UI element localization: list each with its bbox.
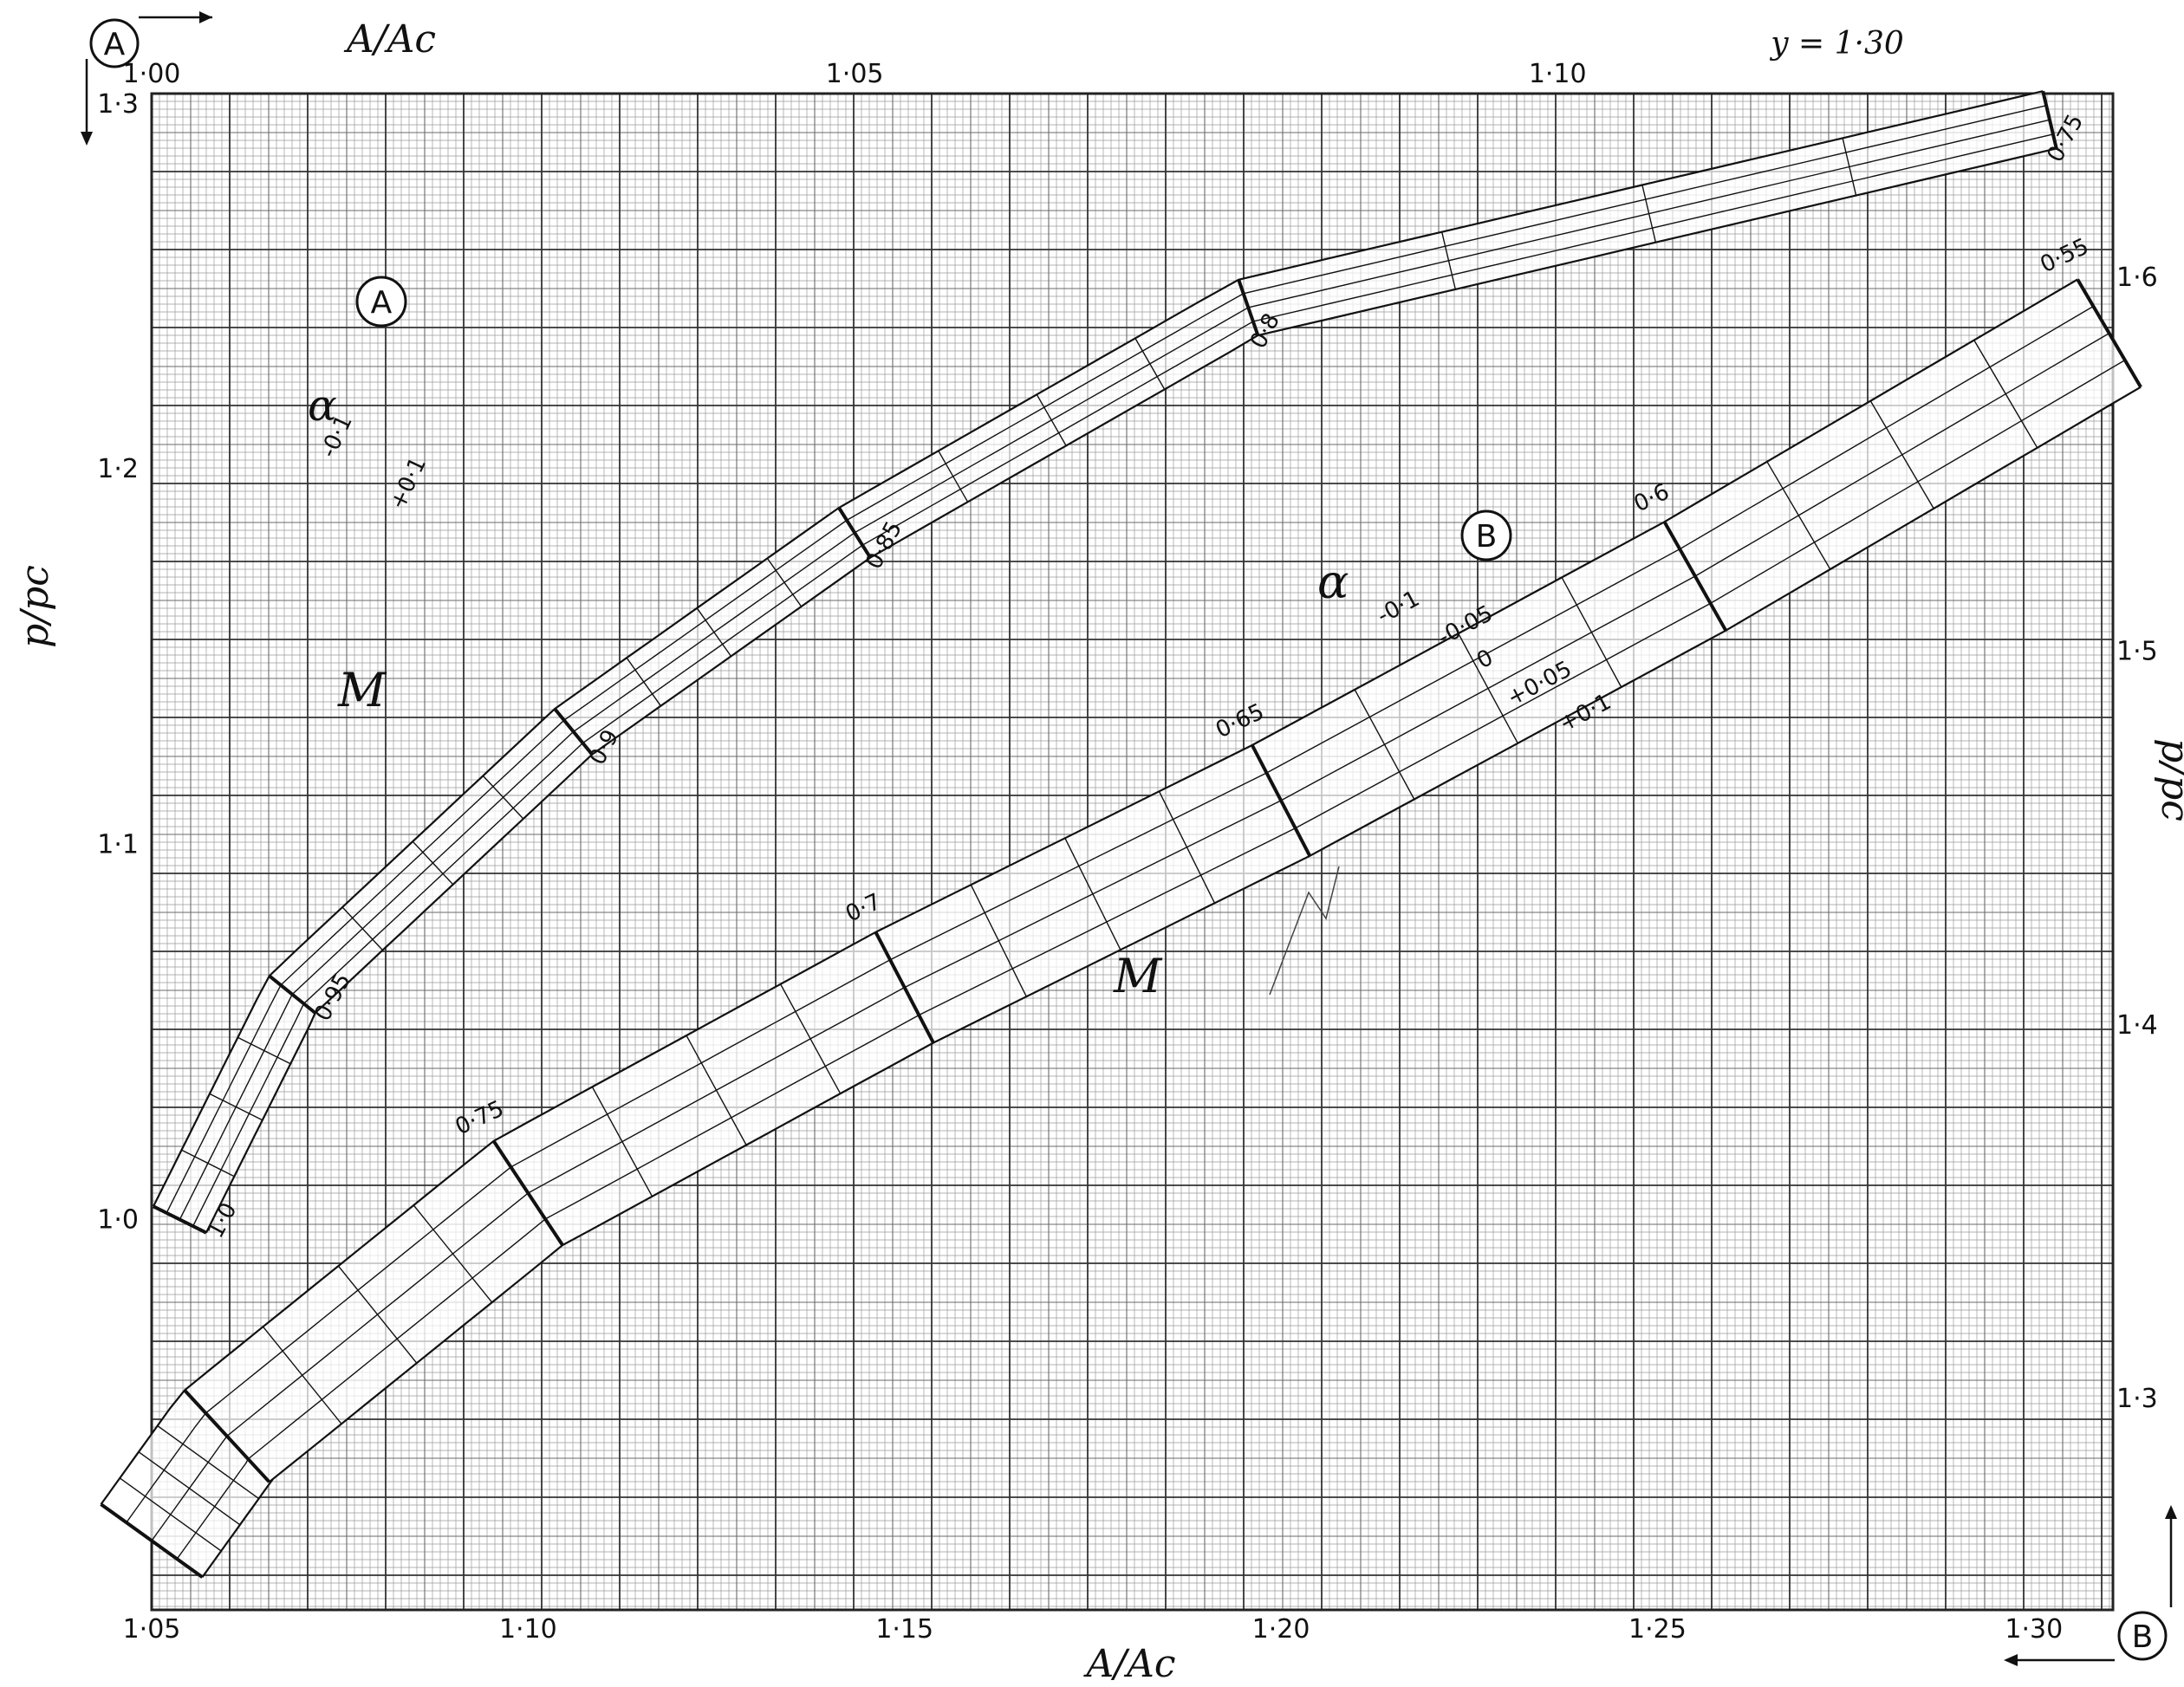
right-tick-label: 1·3 xyxy=(2116,1384,2158,1414)
curve-b-cross-tick xyxy=(591,1087,653,1197)
bottom-tick-label: 1·30 xyxy=(2005,1614,2063,1645)
curve-b-cross-tick xyxy=(138,1451,241,1526)
curve-a-mach-line xyxy=(2041,90,2058,149)
curve-b-mach-line xyxy=(1662,521,1728,632)
gamma-label: y = 1·30 xyxy=(1769,26,1904,62)
left-axis-title: p/pc xyxy=(13,565,57,648)
top-tick-label: 1·10 xyxy=(1529,59,1587,89)
curve-b-cross-tick xyxy=(1766,461,1831,570)
right-axis-title: p/pc xyxy=(2153,738,2184,821)
right-axis-ticks: 1·6 1·5 1·4 1·3 xyxy=(2116,263,2158,1414)
curve-a-cross-tick xyxy=(237,1036,291,1065)
top-tick-label: 1·05 xyxy=(826,59,884,89)
curve-a-mach-line xyxy=(268,974,316,1015)
curve-b-mach-line xyxy=(183,1389,271,1483)
curve-b-marker-circle xyxy=(1460,509,1512,561)
arrowhead-down-icon xyxy=(81,132,93,146)
bottom-tick-label: 1·15 xyxy=(875,1614,933,1645)
curve-a-cross-tick xyxy=(1036,393,1067,446)
curve-a-cross-tick xyxy=(696,607,732,657)
curve-a-mach-line xyxy=(1237,279,1260,336)
pencil-annotation xyxy=(1269,866,1340,996)
curve-b-cross-tick xyxy=(1158,790,1216,904)
curve-a-cross-tick xyxy=(766,557,803,607)
top-axis-title: A/Ac xyxy=(343,17,436,62)
curve-a-mach-line xyxy=(153,1204,207,1235)
curve-b-cross-tick xyxy=(779,983,842,1094)
curve-b-alpha-label: α xyxy=(1317,555,1349,609)
curve-b-cross-tick xyxy=(413,1204,493,1303)
right-tick-label: 1·6 xyxy=(2116,263,2158,293)
curve-b-mach-line xyxy=(100,1502,204,1579)
curve-a-marker: A xyxy=(371,285,393,321)
curve-b-mach-line xyxy=(2076,278,2142,388)
origin-marker-a: A xyxy=(104,27,126,62)
curve-b-mach-line xyxy=(491,1139,564,1247)
curve-b-cross-tick xyxy=(1458,633,1518,744)
left-tick-label: 1·1 xyxy=(97,829,139,860)
left-tick-label: 1·2 xyxy=(97,454,139,484)
curve-a-cross-tick xyxy=(412,840,454,886)
curve-b-mach-line xyxy=(874,931,935,1044)
right-tick-label: 1·5 xyxy=(2116,636,2158,666)
curve-a-cross-tick xyxy=(482,775,524,820)
curve-a-cross-tick xyxy=(1441,231,1456,290)
curve-b-mach-line xyxy=(1251,744,1312,857)
top-tick-label: 1·00 xyxy=(123,59,181,89)
curve-b-cross-tick xyxy=(1561,577,1622,688)
curve-a-alpha-label: α xyxy=(308,380,337,431)
bottom-axis-title: A/Ac xyxy=(1082,1642,1175,1686)
curve-a-param-label: M xyxy=(337,663,387,717)
curve-a-mach-line xyxy=(553,707,594,756)
curve-a-cross-tick xyxy=(1842,138,1857,196)
curve-b-cross-tick xyxy=(686,1035,747,1145)
bottom-tick-label: 1·10 xyxy=(499,1614,557,1645)
right-tick-label: 1·4 xyxy=(2116,1010,2158,1041)
bottom-axis-ticks: 1·05 1·10 1·15 1·20 1·25 1·30 xyxy=(123,1614,2064,1645)
curve-b-cross-tick xyxy=(1064,837,1121,951)
curve-b-cross-tick xyxy=(1354,689,1415,800)
curve-a-marker-circle xyxy=(355,276,407,328)
curve-a-cross-tick xyxy=(1641,185,1657,243)
origin-marker-b-circle xyxy=(2117,1611,2168,1661)
plot-frame xyxy=(150,92,2115,1612)
arrowhead-up-icon xyxy=(2165,1505,2177,1519)
curve-b-cross-tick xyxy=(119,1477,222,1552)
curve-a-cross-tick xyxy=(181,1149,235,1178)
top-axis-ticks: 1·00 1·05 1·10 xyxy=(123,59,1587,89)
curve-b-cross-tick xyxy=(337,1265,418,1364)
origin-marker-a-circle xyxy=(89,18,140,68)
curve-a-cross-tick xyxy=(341,906,384,951)
curve-b-cross-tick xyxy=(157,1424,260,1500)
bottom-tick-label: 1·20 xyxy=(1252,1614,1310,1645)
curve-a-cross-tick xyxy=(1134,338,1166,390)
left-tick-label: 1·0 xyxy=(97,1205,139,1236)
arrowhead-left-icon xyxy=(2004,1654,2018,1666)
bottom-tick-label: 1·25 xyxy=(1628,1614,1687,1645)
curve-b-marker: B xyxy=(1476,519,1498,555)
curve-a-band xyxy=(153,90,2058,1235)
curve-b-band-fill xyxy=(101,279,2142,1578)
curve-b-cross-tick xyxy=(970,884,1027,997)
bottom-tick-label: 1·05 xyxy=(123,1614,181,1645)
curve-a-cross-tick xyxy=(938,450,969,503)
curve-b-cross-tick xyxy=(1973,340,2038,449)
curve-b-band xyxy=(100,278,2142,1579)
curve-b-param-label: M xyxy=(1113,949,1163,1003)
curve-a-cross-tick xyxy=(626,657,661,707)
curve-b-cross-tick xyxy=(262,1326,342,1424)
left-axis-ticks: 1·3 1·2 1·1 1·0 xyxy=(97,89,139,1236)
left-tick-label: 1·3 xyxy=(97,89,139,120)
curve-a-cross-tick xyxy=(209,1093,263,1121)
arrowhead-right-icon xyxy=(199,11,212,23)
curve-a-mach-line xyxy=(837,506,872,559)
origin-marker-b: B xyxy=(2132,1619,2154,1655)
curve-b-cross-tick xyxy=(1869,400,1934,509)
